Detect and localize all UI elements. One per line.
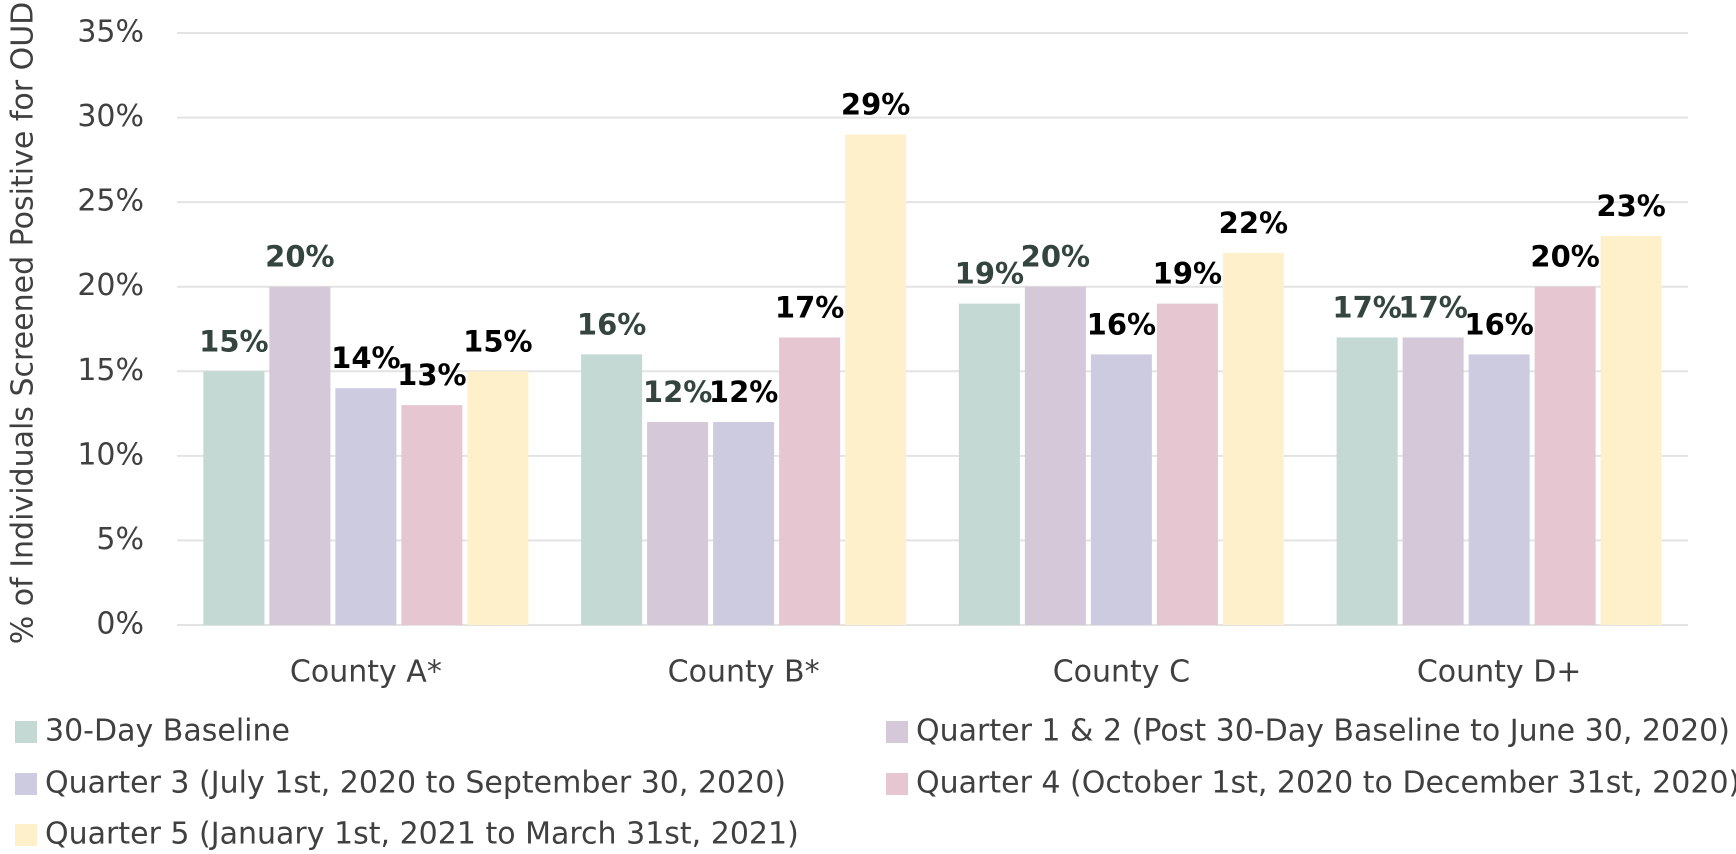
x-tick-label: County B* [668, 655, 820, 690]
bar [1402, 337, 1464, 625]
bar [467, 371, 529, 625]
x-tick-label: County A* [290, 655, 442, 690]
bar [1222, 252, 1284, 625]
y-tick-label: 15% [77, 353, 144, 388]
y-tick-label: 25% [77, 184, 144, 219]
legend-swatch [15, 721, 37, 743]
bar [581, 354, 643, 625]
bar [1156, 303, 1218, 625]
bar [958, 303, 1020, 625]
legend-label: Quarter 1 & 2 (Post 30-Day Baseline to J… [916, 714, 1730, 749]
data-label: 19% [955, 257, 1024, 291]
legend-label: Quarter 4 (October 1st, 2020 to December… [916, 766, 1736, 801]
data-label: 13% [397, 358, 466, 392]
bar [647, 422, 709, 625]
bar [779, 337, 841, 625]
data-label: 23% [1596, 189, 1665, 223]
x-tick-label: County C [1053, 655, 1190, 690]
legend-swatch [886, 721, 908, 743]
data-label: 16% [577, 307, 646, 341]
data-label: 20% [1021, 240, 1090, 274]
y-tick-label: 20% [77, 268, 144, 303]
y-tick-label: 0% [96, 607, 144, 642]
y-tick-label: 35% [77, 15, 144, 50]
data-label: 19% [1153, 257, 1222, 291]
data-label: 15% [199, 324, 268, 358]
data-label: 17% [1398, 290, 1467, 324]
data-label: 15% [463, 324, 532, 358]
bar [269, 286, 331, 625]
bar [203, 371, 265, 625]
legend-label: Quarter 5 (January 1st, 2021 to March 31… [45, 817, 799, 852]
x-tick-label: County D+ [1417, 655, 1582, 690]
y-axis-label: % of Individuals Screened Positive for O… [6, 2, 41, 645]
data-label: 29% [841, 87, 910, 121]
data-label: 12% [709, 375, 778, 409]
data-label: 16% [1087, 307, 1156, 341]
y-tick-label: 5% [96, 522, 144, 557]
legend-swatch [15, 773, 37, 795]
legend-label: 30-Day Baseline [45, 714, 290, 749]
data-label: 12% [643, 375, 712, 409]
data-label: 14% [331, 341, 400, 375]
bar [1600, 235, 1662, 625]
data-label: 16% [1464, 307, 1533, 341]
bar [845, 134, 907, 625]
bar [335, 388, 397, 625]
legend-swatch [886, 773, 908, 795]
data-label: 17% [1332, 290, 1401, 324]
legend-label: Quarter 3 (July 1st, 2020 to September 3… [45, 766, 786, 801]
data-label: 22% [1219, 206, 1288, 240]
bar [1336, 337, 1398, 625]
data-label: 17% [775, 290, 844, 324]
y-tick-label: 10% [77, 437, 144, 472]
y-tick-label: 30% [77, 99, 144, 134]
bar [713, 422, 775, 625]
legend-swatch [15, 824, 37, 846]
bar [1090, 354, 1152, 625]
bar [1024, 286, 1086, 625]
data-label: 20% [265, 240, 334, 274]
bar [401, 405, 463, 625]
data-label: 20% [1530, 240, 1599, 274]
bar [1534, 286, 1596, 625]
bar [1468, 354, 1530, 625]
